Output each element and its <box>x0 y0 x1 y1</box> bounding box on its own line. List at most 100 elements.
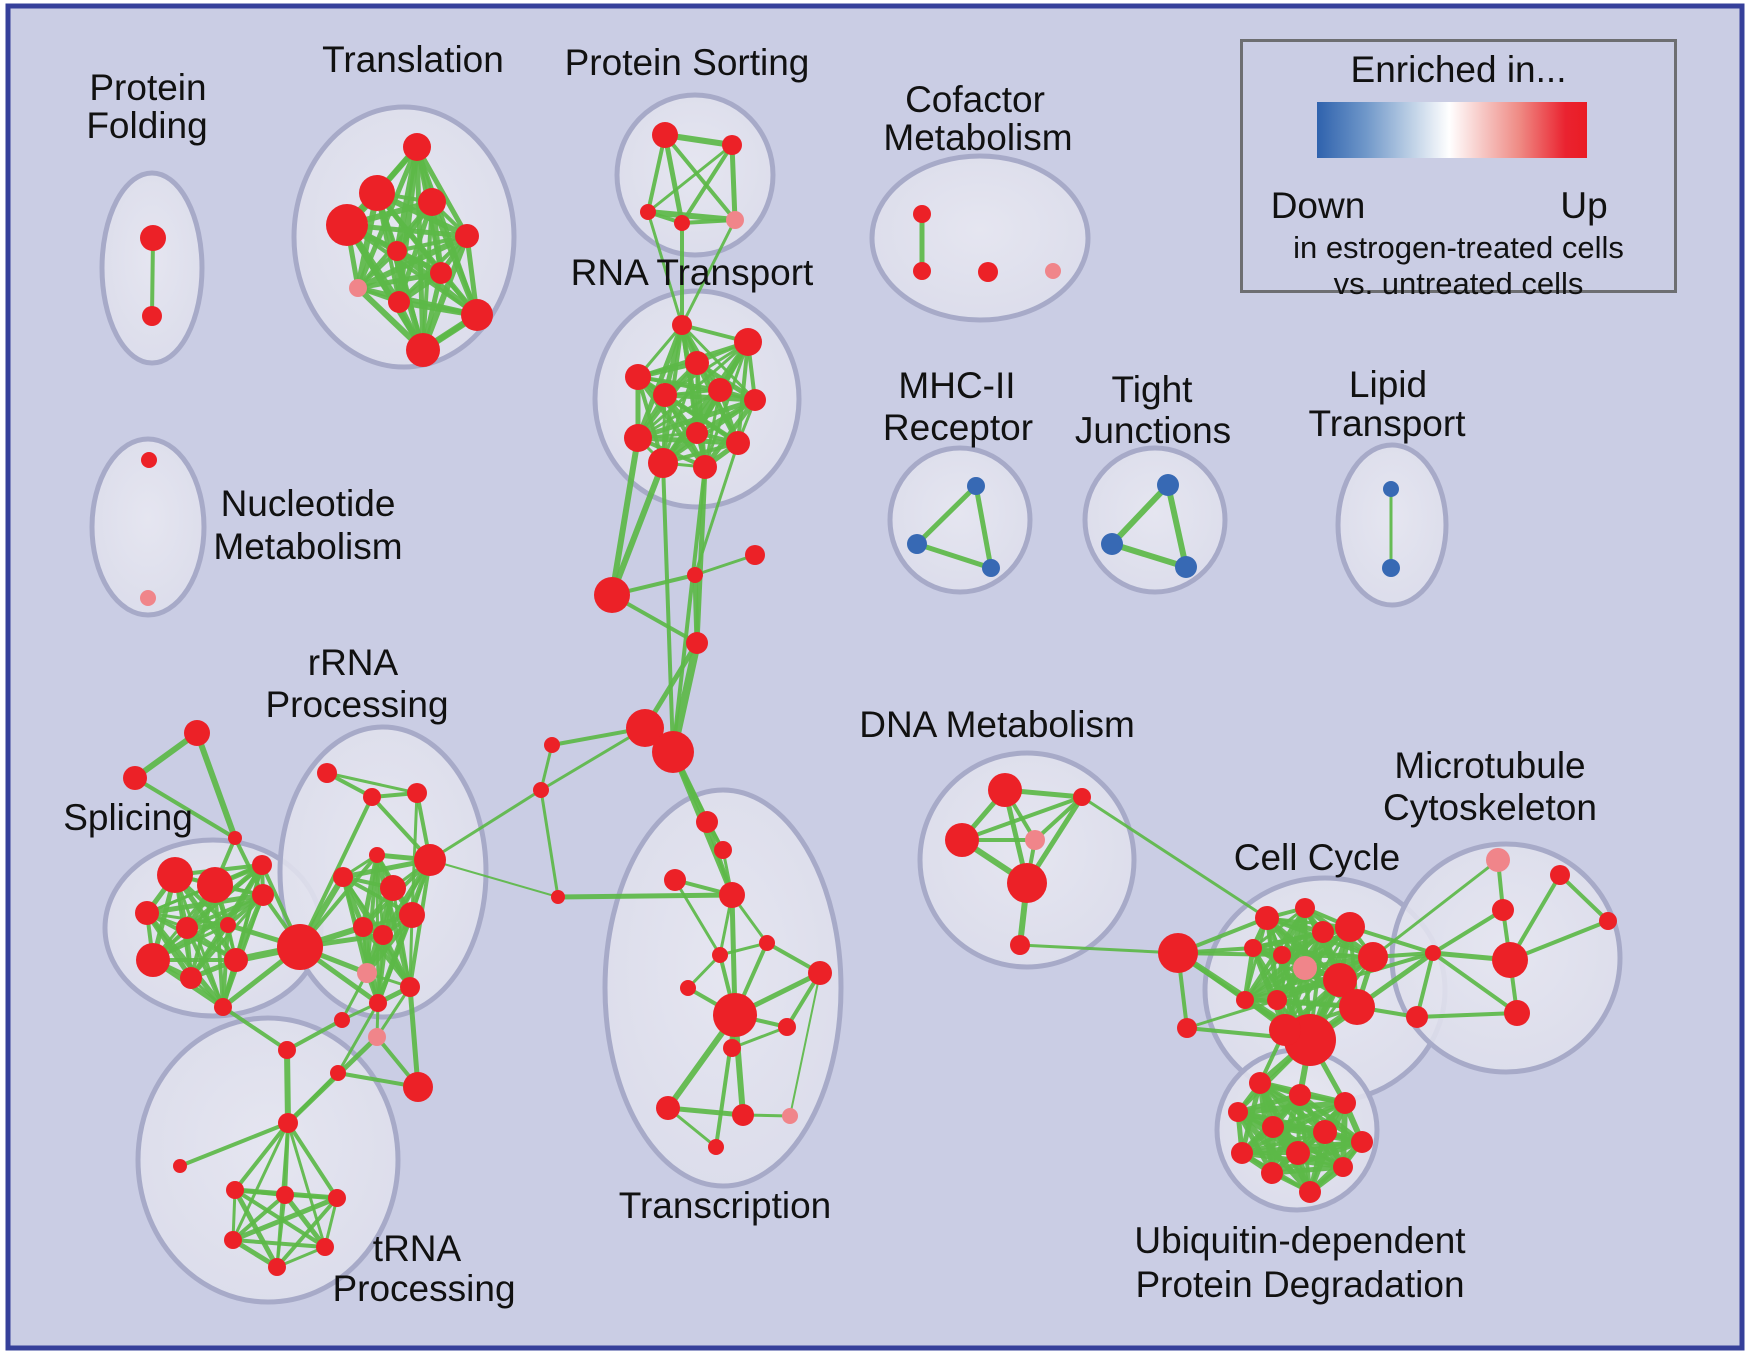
edge-tx4-tx3 <box>555 892 735 900</box>
node-tj2 <box>1175 556 1197 578</box>
edge-ps1-ps2 <box>646 143 734 214</box>
node-tl5 <box>387 241 407 261</box>
legend-title: Enriched in... <box>1350 49 1567 90</box>
node-tl10 <box>406 333 440 367</box>
cluster-label-ubiquitin-protein-degradation-line2: Protein Degradation <box>1135 1264 1464 1305</box>
node-mt5 <box>1550 865 1570 885</box>
cluster-ellipse-dna-metabolism <box>917 750 1137 970</box>
node-tx10 <box>778 1018 796 1036</box>
edge-ps1-ps4 <box>729 142 738 223</box>
node-pf1 <box>142 306 162 326</box>
node-mh1 <box>907 534 927 554</box>
cluster-label-lipid-transport-line2: Transport <box>1309 403 1467 444</box>
node-dm1 <box>1073 788 1091 806</box>
node-rr6 <box>369 847 385 863</box>
node-sp7 <box>220 917 236 933</box>
cluster-label-ubiquitin-protein-degradation-line1: Ubiquitin-dependent <box>1134 1220 1466 1261</box>
legend-caption-line1: in estrogen-treated cells <box>1293 230 1624 265</box>
node-rt10 <box>648 448 678 478</box>
edge-dm5-cc0 <box>1018 943 1180 955</box>
cluster-label-rrna-processing-line2: Processing <box>265 684 448 725</box>
edge-tx12-tx13 <box>665 1105 746 1118</box>
node-tn7 <box>268 1258 286 1276</box>
node-sp10 <box>252 855 272 875</box>
cluster-label-trna-processing-line1: tRNA <box>373 1228 462 1269</box>
node-tn3 <box>276 1186 294 1204</box>
edge-rr2-rr7 <box>410 791 419 917</box>
edge-tnh-rr15 <box>286 1071 340 1125</box>
node-cc9 <box>1323 963 1357 997</box>
node-bg3 <box>686 632 708 654</box>
cluster-ellipse-transcription <box>602 787 844 1189</box>
node-rr7 <box>399 902 425 928</box>
node-rt2 <box>685 351 709 375</box>
edge-tnh-tn2 <box>233 1121 290 1192</box>
edge-tx14-tx8 <box>789 972 821 1117</box>
node-nu0 <box>141 452 157 468</box>
node-cf1 <box>913 262 931 280</box>
edge-tB-tC <box>133 776 237 840</box>
node-nu1 <box>140 590 156 606</box>
node-rr15 <box>330 1065 346 1081</box>
node-sp8 <box>224 948 248 972</box>
node-tC <box>228 831 242 845</box>
node-tx5 <box>712 947 728 963</box>
node-tA <box>184 720 210 746</box>
node-ps0 <box>652 122 678 148</box>
cluster-ellipse-nucleotide-metabolism <box>89 436 207 618</box>
node-tx9 <box>713 993 757 1037</box>
node-rr3 <box>333 867 353 887</box>
node-cc1 <box>1255 906 1279 930</box>
edge-hubA-bg5 <box>539 726 647 792</box>
node-sp9 <box>214 998 232 1016</box>
node-tx1 <box>714 841 732 859</box>
edge-ps0-ps2 <box>646 133 667 214</box>
node-rr0 <box>317 763 337 783</box>
edge-tl6-tl7 <box>355 270 444 291</box>
node-tl2 <box>418 188 446 216</box>
node-mt1 <box>1492 899 1514 921</box>
node-tx15 <box>708 1139 724 1155</box>
node-cc2 <box>1295 898 1315 918</box>
edge-tnh-tn1 <box>284 1047 291 1126</box>
edge-rt6-rt8 <box>635 397 758 441</box>
node-ub11 <box>1299 1181 1321 1203</box>
edge-tl3-tl10 <box>344 222 426 353</box>
node-bg1 <box>687 567 703 583</box>
edge-dm1-cc1 <box>1080 795 1269 920</box>
edge-rr0-rr2 <box>325 771 419 795</box>
node-rr2 <box>407 783 427 803</box>
node-mt2 <box>1492 942 1528 978</box>
node-pf0 <box>140 225 166 251</box>
edge-rt9-bg1 <box>693 441 740 577</box>
cluster-label-tight-junctions-line1: Tight <box>1112 369 1194 410</box>
edge-bg1-bg3 <box>692 572 700 646</box>
cluster-label-nucleotide-metabolism-line2: Metabolism <box>213 526 402 567</box>
cluster-label-trna-processing-line2: Processing <box>332 1268 515 1309</box>
cluster-ellipse-cofactor-metabolism <box>869 153 1091 323</box>
node-cc5 <box>1358 942 1388 972</box>
node-rt5 <box>653 383 677 407</box>
cluster-label-mhc-ii-receptor-line1: MHC-II <box>898 365 1015 406</box>
node-rrh <box>277 924 323 970</box>
node-ub0 <box>1249 1072 1271 1094</box>
edge-rt3-rt11 <box>635 374 708 470</box>
node-mh0 <box>967 477 985 495</box>
legend-box: Enriched in... Down Up in estrogen-treat… <box>1240 39 1677 301</box>
node-cc13 <box>1269 1014 1301 1046</box>
cluster-label-protein-folding-line1: Protein <box>89 67 206 108</box>
node-tx13 <box>732 1104 754 1126</box>
node-cc4 <box>1335 912 1365 942</box>
node-tx8 <box>808 961 832 985</box>
node-rr14 <box>334 1012 350 1028</box>
edge-mt0-cc5 <box>1371 858 1500 959</box>
legend-caption-line2: vs. untreated cells <box>1333 266 1584 301</box>
node-rt8 <box>624 424 652 452</box>
node-ub5 <box>1313 1120 1337 1144</box>
edge-rt10-bg0 <box>609 460 666 598</box>
node-rr1 <box>363 788 381 806</box>
edge-tx10-tx11 <box>730 1025 789 1050</box>
edge-rt11-hubB <box>671 465 707 754</box>
node-ps4 <box>726 211 744 229</box>
